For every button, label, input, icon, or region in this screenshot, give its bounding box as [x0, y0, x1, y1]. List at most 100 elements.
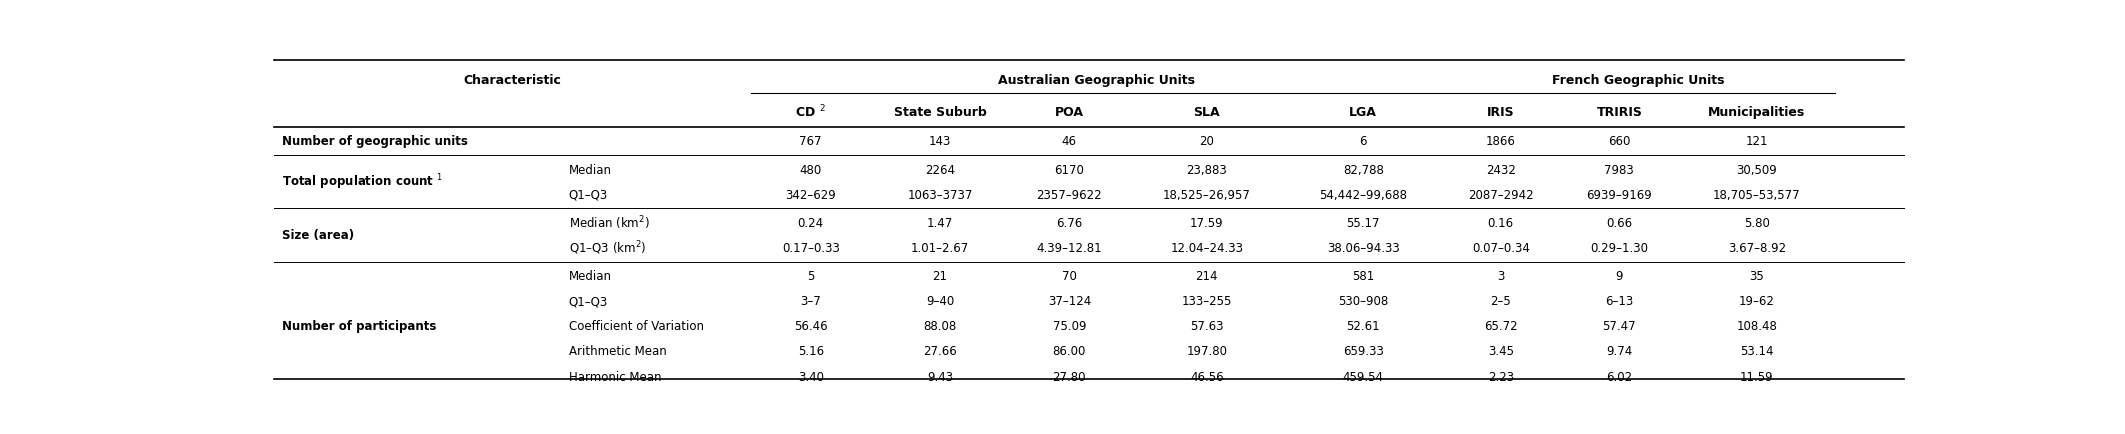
Text: 342–629: 342–629 [786, 188, 835, 201]
Text: 1866: 1866 [1485, 135, 1515, 148]
Text: 6939–9169: 6939–9169 [1587, 188, 1653, 201]
Text: 56.46: 56.46 [795, 319, 827, 332]
Text: 9–40: 9–40 [926, 295, 954, 308]
Text: 46.56: 46.56 [1190, 370, 1224, 383]
Text: 0.24: 0.24 [797, 216, 824, 229]
Text: Total population count $^1$: Total population count $^1$ [283, 172, 444, 192]
Text: Median: Median [570, 270, 612, 283]
Text: 57.47: 57.47 [1602, 319, 1636, 332]
Text: 18,705–53,577: 18,705–53,577 [1713, 188, 1800, 201]
Text: 2087–2942: 2087–2942 [1468, 188, 1534, 201]
Text: Size (area): Size (area) [283, 229, 355, 242]
Text: 65.72: 65.72 [1483, 319, 1517, 332]
Text: SLA: SLA [1194, 106, 1220, 119]
Text: 0.07–0.34: 0.07–0.34 [1473, 241, 1530, 254]
Text: 0.16: 0.16 [1488, 216, 1513, 229]
Text: 197.80: 197.80 [1186, 345, 1228, 358]
Text: Median: Median [570, 163, 612, 176]
Text: LGA: LGA [1349, 106, 1377, 119]
Text: Harmonic Mean: Harmonic Mean [570, 370, 661, 383]
Text: Number of participants: Number of participants [283, 319, 436, 332]
Text: 108.48: 108.48 [1736, 319, 1776, 332]
Text: 6.76: 6.76 [1056, 216, 1082, 229]
Text: 6: 6 [1360, 135, 1366, 148]
Text: 2264: 2264 [924, 163, 954, 176]
Text: 46: 46 [1062, 135, 1077, 148]
Text: 53.14: 53.14 [1740, 345, 1774, 358]
Text: 52.61: 52.61 [1347, 319, 1379, 332]
Text: 7983: 7983 [1604, 163, 1634, 176]
Text: 27.80: 27.80 [1052, 370, 1086, 383]
Text: POA: POA [1054, 106, 1084, 119]
Text: 459.54: 459.54 [1343, 370, 1383, 383]
Text: 1063–3737: 1063–3737 [907, 188, 973, 201]
Text: Arithmetic Mean: Arithmetic Mean [570, 345, 667, 358]
Text: 0.66: 0.66 [1606, 216, 1632, 229]
Text: French Geographic Units: French Geographic Units [1551, 74, 1726, 87]
Text: 3.40: 3.40 [797, 370, 824, 383]
Text: 55.17: 55.17 [1347, 216, 1379, 229]
Text: Coefficient of Variation: Coefficient of Variation [570, 319, 703, 332]
Text: 38.06–94.33: 38.06–94.33 [1326, 241, 1400, 254]
Text: 6170: 6170 [1054, 163, 1084, 176]
Text: 1.01–2.67: 1.01–2.67 [912, 241, 969, 254]
Text: Median (km$^2$): Median (km$^2$) [570, 214, 650, 232]
Text: 75.09: 75.09 [1052, 319, 1086, 332]
Text: 5: 5 [808, 270, 814, 283]
Text: TRIRIS: TRIRIS [1596, 106, 1643, 119]
Text: 5.16: 5.16 [797, 345, 824, 358]
Text: 5.80: 5.80 [1745, 216, 1770, 229]
Text: 21: 21 [933, 270, 948, 283]
Text: 88.08: 88.08 [924, 319, 956, 332]
Text: 0.29–1.30: 0.29–1.30 [1590, 241, 1649, 254]
Text: 37–124: 37–124 [1048, 295, 1090, 308]
Text: Q1–Q3: Q1–Q3 [570, 295, 608, 308]
Text: 480: 480 [799, 163, 822, 176]
Text: 70: 70 [1062, 270, 1077, 283]
Text: 581: 581 [1352, 270, 1375, 283]
Text: 57.63: 57.63 [1190, 319, 1224, 332]
Text: 659.33: 659.33 [1343, 345, 1383, 358]
Text: 1.47: 1.47 [926, 216, 954, 229]
Text: 30,509: 30,509 [1736, 163, 1776, 176]
Text: IRIS: IRIS [1488, 106, 1515, 119]
Text: CD $^2$: CD $^2$ [795, 104, 827, 121]
Text: 2–5: 2–5 [1490, 295, 1511, 308]
Text: 54,442–99,688: 54,442–99,688 [1320, 188, 1407, 201]
Text: 660: 660 [1609, 135, 1630, 148]
Text: State Suburb: State Suburb [895, 106, 986, 119]
Text: 17.59: 17.59 [1190, 216, 1224, 229]
Text: 6.02: 6.02 [1606, 370, 1632, 383]
Text: 143: 143 [929, 135, 952, 148]
Text: 2432: 2432 [1485, 163, 1515, 176]
Text: 2357–9622: 2357–9622 [1037, 188, 1103, 201]
Text: 0.17–0.33: 0.17–0.33 [782, 241, 839, 254]
Text: 3.45: 3.45 [1488, 345, 1513, 358]
Text: 4.39–12.81: 4.39–12.81 [1037, 241, 1103, 254]
Text: 9: 9 [1615, 270, 1624, 283]
Text: 19–62: 19–62 [1738, 295, 1774, 308]
Text: 18,525–26,957: 18,525–26,957 [1162, 188, 1252, 201]
Text: 767: 767 [799, 135, 822, 148]
Text: 214: 214 [1196, 270, 1218, 283]
Text: 9.74: 9.74 [1606, 345, 1632, 358]
Text: 6–13: 6–13 [1604, 295, 1634, 308]
Text: 27.66: 27.66 [922, 345, 956, 358]
Text: 82,788: 82,788 [1343, 163, 1383, 176]
Text: 133–255: 133–255 [1182, 295, 1232, 308]
Text: 3–7: 3–7 [801, 295, 820, 308]
Text: 3.67–8.92: 3.67–8.92 [1728, 241, 1785, 254]
Text: 530–908: 530–908 [1339, 295, 1388, 308]
Text: Characteristic: Characteristic [463, 74, 561, 87]
Text: 86.00: 86.00 [1052, 345, 1086, 358]
Text: 11.59: 11.59 [1740, 370, 1774, 383]
Text: Municipalities: Municipalities [1708, 106, 1806, 119]
Text: 23,883: 23,883 [1186, 163, 1228, 176]
Text: Australian Geographic Units: Australian Geographic Units [999, 74, 1194, 87]
Text: 20: 20 [1198, 135, 1213, 148]
Text: Q1–Q3: Q1–Q3 [570, 188, 608, 201]
Text: 35: 35 [1749, 270, 1764, 283]
Text: 2.23: 2.23 [1488, 370, 1513, 383]
Text: 3: 3 [1498, 270, 1504, 283]
Text: 12.04–24.33: 12.04–24.33 [1171, 241, 1243, 254]
